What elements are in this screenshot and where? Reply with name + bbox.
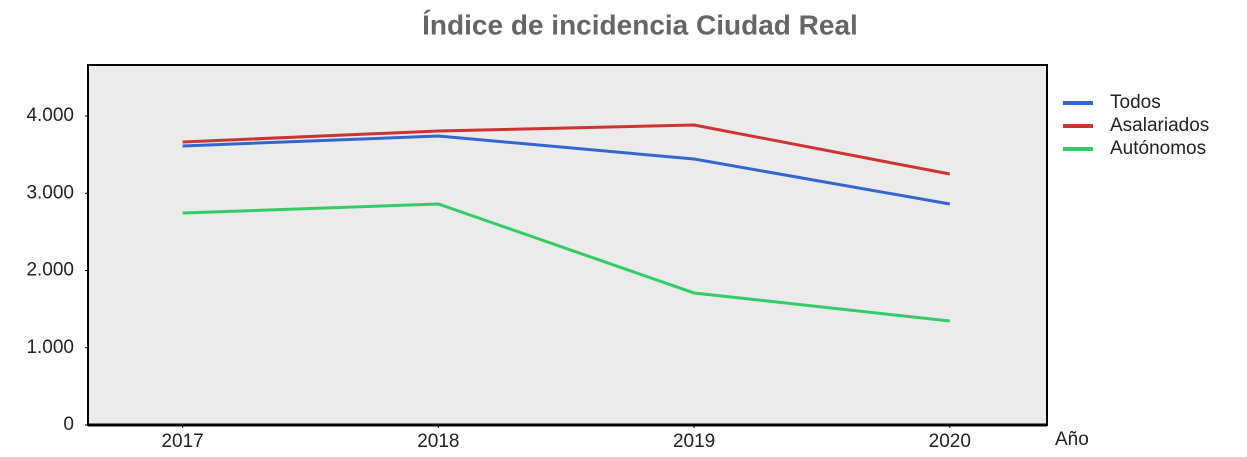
x-tick-label: 2017 bbox=[161, 431, 203, 452]
y-tick-label: 1.000 bbox=[26, 337, 74, 358]
line-series bbox=[182, 134, 951, 206]
line-series bbox=[182, 123, 951, 176]
y-tick-label: 4.000 bbox=[26, 105, 74, 126]
x-axis-label: Año bbox=[1055, 429, 1089, 450]
legend-label: Todos bbox=[1110, 92, 1161, 113]
y-tick-label: 2.000 bbox=[26, 260, 74, 281]
y-tick-label: 3.000 bbox=[26, 182, 74, 203]
y-tick-label: 0 bbox=[63, 414, 74, 435]
plot-area bbox=[87, 64, 1048, 426]
x-tick-label: 2020 bbox=[929, 431, 971, 452]
line-series bbox=[182, 202, 950, 323]
x-tick-label: 2019 bbox=[673, 431, 715, 452]
chart-title: Índice de incidencia Ciudad Real bbox=[422, 9, 858, 40]
legend-label: Asalariados bbox=[1110, 115, 1209, 136]
legend-label: Autónomos bbox=[1110, 138, 1206, 159]
x-tick-label: 2018 bbox=[417, 431, 459, 452]
